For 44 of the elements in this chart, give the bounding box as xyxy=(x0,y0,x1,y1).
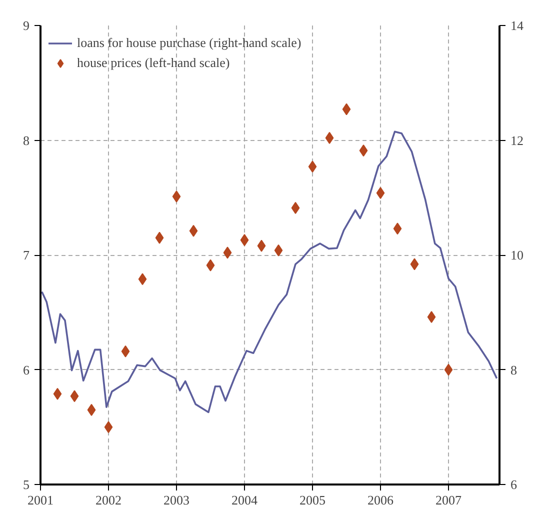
y2-tick-label: 14 xyxy=(510,18,524,33)
y-tick-label: 5 xyxy=(23,477,30,492)
x-tick-label: 2001 xyxy=(28,492,54,508)
point xyxy=(257,240,266,252)
point xyxy=(206,259,215,272)
y-tick-label: 7 xyxy=(23,248,30,262)
x-tick-label: 2007 xyxy=(436,492,462,508)
point xyxy=(308,160,317,173)
y-tick-label: 6 xyxy=(23,362,30,378)
x-tick-label: 2004 xyxy=(232,492,258,508)
point xyxy=(87,404,96,416)
point xyxy=(172,190,181,202)
y2-tick-label: 8 xyxy=(510,362,517,378)
point xyxy=(325,132,334,144)
legend-label: house prices (left-hand scale) xyxy=(77,55,230,71)
point xyxy=(104,421,113,434)
point xyxy=(393,222,402,235)
point xyxy=(342,103,351,116)
point xyxy=(444,364,453,376)
point xyxy=(138,273,147,286)
point xyxy=(240,234,249,246)
x-tick-label: 2002 xyxy=(96,492,122,508)
point xyxy=(427,310,436,323)
y-tick-label: 8 xyxy=(23,132,30,148)
x-tick-label: 2005 xyxy=(300,492,326,508)
y2-tick-label: 10 xyxy=(510,248,524,262)
y-tick-label: 9 xyxy=(23,18,30,33)
point xyxy=(223,246,232,259)
point xyxy=(291,202,300,214)
y2-tick-label: 6 xyxy=(510,477,518,492)
point xyxy=(359,144,368,157)
legend-label: loans for house purchase (right-hand scale) xyxy=(77,35,302,51)
point xyxy=(376,187,385,200)
point xyxy=(189,224,198,237)
line-series xyxy=(40,130,498,414)
point xyxy=(121,345,130,358)
point xyxy=(410,258,419,270)
point xyxy=(155,232,164,244)
y2-tick-label: 12 xyxy=(510,132,524,148)
x-tick-label: 2006 xyxy=(368,492,394,508)
point xyxy=(70,390,79,402)
point xyxy=(53,388,62,400)
x-tick-label: 2003 xyxy=(164,492,190,508)
point xyxy=(274,244,283,256)
